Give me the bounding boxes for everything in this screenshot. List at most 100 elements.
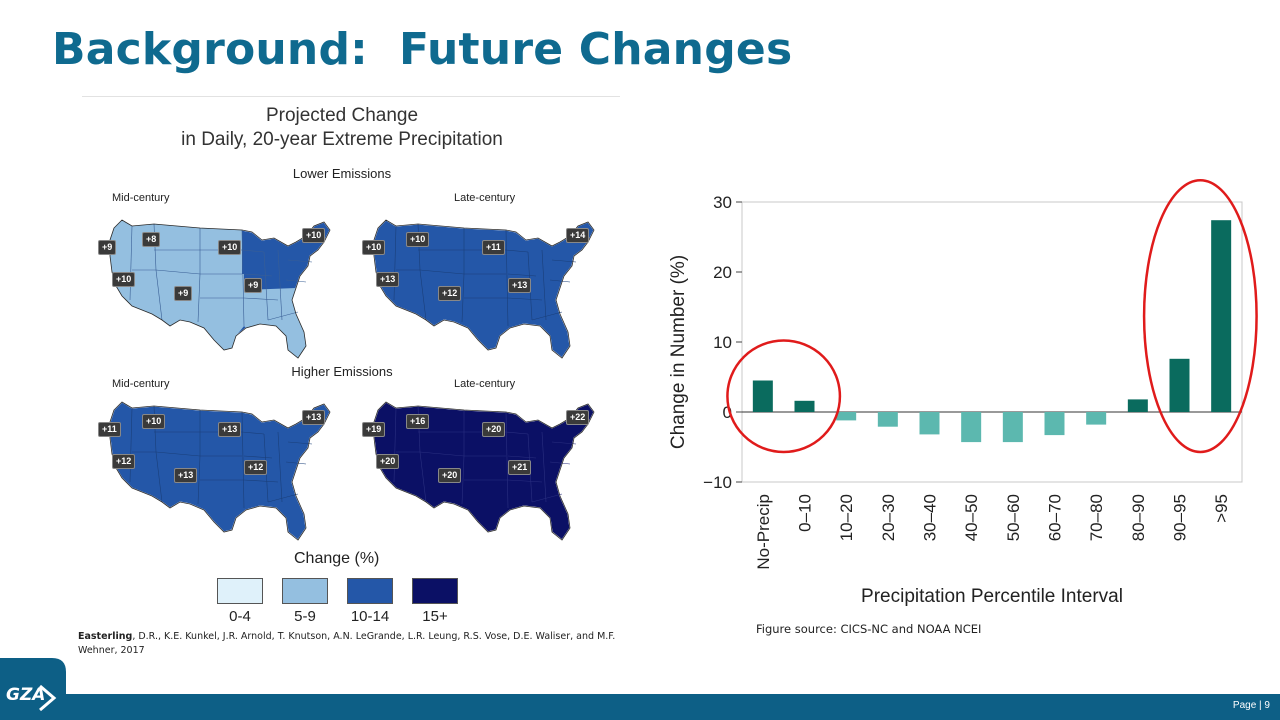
region-southeast — [244, 288, 306, 358]
lower-emissions-label: Lower Emissions — [292, 166, 392, 181]
region-south-plains — [156, 270, 244, 350]
svg-text:GZA: GZA — [6, 685, 45, 705]
state-border — [551, 259, 577, 263]
map-value-badge: +13 — [174, 468, 198, 483]
bar-8 — [1086, 412, 1107, 425]
legend-label-15-plus: 15+ — [422, 608, 448, 625]
state-border — [505, 249, 529, 253]
map-lower-late-svg — [373, 219, 595, 359]
map-value-badge: +9 — [244, 278, 263, 293]
late-century-label: Late-century — [454, 378, 516, 390]
state-border — [417, 405, 421, 453]
map-higher-mid: +11 +10 +13 +13 +12 +13 +12 — [86, 388, 346, 548]
mid-century-label: Mid-century — [112, 378, 170, 390]
state-border — [129, 225, 133, 301]
legend-swatch-5-9 — [282, 578, 328, 604]
map-value-badge: +12 — [244, 460, 268, 475]
x-tick-label: 20–30 — [879, 494, 898, 541]
state-border — [507, 297, 543, 301]
map-lower-late: +10 +10 +11 +14 +13 +12 +13 — [350, 206, 610, 366]
maps-figure: Projected Change in Daily, 20-year Extre… — [82, 96, 622, 625]
state-border — [287, 441, 313, 445]
state-border — [505, 431, 529, 435]
maps-title-line2: in Daily, 20-year Extreme Precipitation — [181, 129, 503, 150]
state-border — [419, 451, 427, 503]
map-value-badge: +10 — [218, 240, 242, 255]
highlight-ellipse — [1142, 178, 1258, 454]
x-tick-label: 30–40 — [921, 494, 940, 541]
y-tick-label: 10 — [713, 333, 732, 352]
state-border — [277, 431, 283, 503]
map-higher-late-svg — [373, 401, 595, 541]
maps-title-line1: Projected Change — [265, 105, 419, 126]
map-value-badge: +9 — [174, 286, 193, 301]
page-number: Page | 9 — [1232, 700, 1270, 711]
map-value-badge: +19 — [362, 422, 386, 437]
map-value-badge: +20 — [376, 454, 400, 469]
x-tick-label: No-Precip — [754, 494, 773, 570]
state-border — [549, 461, 571, 465]
map-value-badge: +10 — [406, 232, 430, 247]
legend-label-10-14: 10-14 — [350, 608, 390, 625]
state-border — [549, 279, 571, 283]
footer-bar: Page | 9 — [0, 694, 1280, 720]
x-tick-label: 90–95 — [1171, 494, 1190, 541]
state-border — [505, 411, 509, 509]
bar-2 — [836, 412, 857, 421]
state-border — [263, 251, 269, 321]
state-border — [153, 223, 157, 271]
x-tick-label: 60–70 — [1046, 494, 1065, 541]
state-border — [241, 431, 265, 435]
citation-author: Easterling — [78, 631, 133, 642]
state-border — [551, 441, 577, 445]
map-value-badge: +13 — [302, 410, 326, 425]
state-border — [267, 311, 299, 321]
x-tick-label: 50–60 — [1004, 494, 1023, 541]
bar-chart-svg: −10 0 10 20 30 No-Precip 0–10 10–20 20–30 30–40 40… — [668, 178, 1258, 607]
map-value-badge: +12 — [112, 454, 136, 469]
state-border — [419, 451, 465, 457]
x-tick-label: 40–50 — [962, 494, 981, 541]
bar-6 — [1002, 412, 1023, 443]
state-border — [507, 273, 537, 277]
y-tick-label: 20 — [713, 263, 732, 282]
state-border — [419, 269, 465, 275]
state-border — [197, 455, 201, 505]
state-border — [507, 455, 537, 459]
map-value-badge: +10 — [302, 228, 326, 243]
region-north-plains — [154, 224, 242, 274]
x-axis-label: Precipitation Percentile Interval — [861, 586, 1123, 607]
y-tick-label: 30 — [713, 193, 732, 212]
state-border — [243, 273, 273, 277]
x-tick-label: 10–20 — [837, 494, 856, 541]
map-value-badge: +11 — [98, 422, 121, 437]
x-tick-label: >95 — [1212, 494, 1231, 523]
state-border — [419, 269, 427, 321]
map-value-badge: +10 — [142, 414, 166, 429]
bar-10 — [1169, 358, 1190, 412]
state-border — [507, 479, 543, 483]
legend-title: Change (%) — [294, 550, 380, 567]
map-value-badge: +8 — [142, 232, 161, 247]
map-higher-mid-svg — [109, 401, 331, 541]
bar-0 — [752, 380, 773, 412]
x-tick-label: 0–10 — [796, 494, 815, 532]
highlight-ellipse — [726, 339, 842, 454]
state-border — [461, 273, 465, 323]
state-border — [277, 249, 283, 321]
map-value-badge: +12 — [438, 286, 462, 301]
company-logo: GZA — [0, 658, 66, 720]
state-border — [243, 455, 273, 459]
map-value-badge: +22 — [566, 410, 590, 425]
figure-source: Figure source: CICS-NC and NOAA NCEI — [756, 622, 982, 636]
late-century-label: Late-century — [454, 192, 516, 204]
higher-emissions-label: Higher Emissions — [291, 364, 393, 379]
legend-swatch-0-4 — [217, 578, 263, 604]
state-border — [129, 407, 133, 483]
map-value-badge: +21 — [508, 460, 532, 475]
state-border — [531, 493, 563, 503]
y-tick-label: 0 — [723, 403, 732, 422]
state-border — [243, 297, 279, 301]
map-higher-late: +19 +16 +20 +22 +20 +20 +21 — [350, 388, 610, 548]
bar-5 — [961, 412, 982, 443]
